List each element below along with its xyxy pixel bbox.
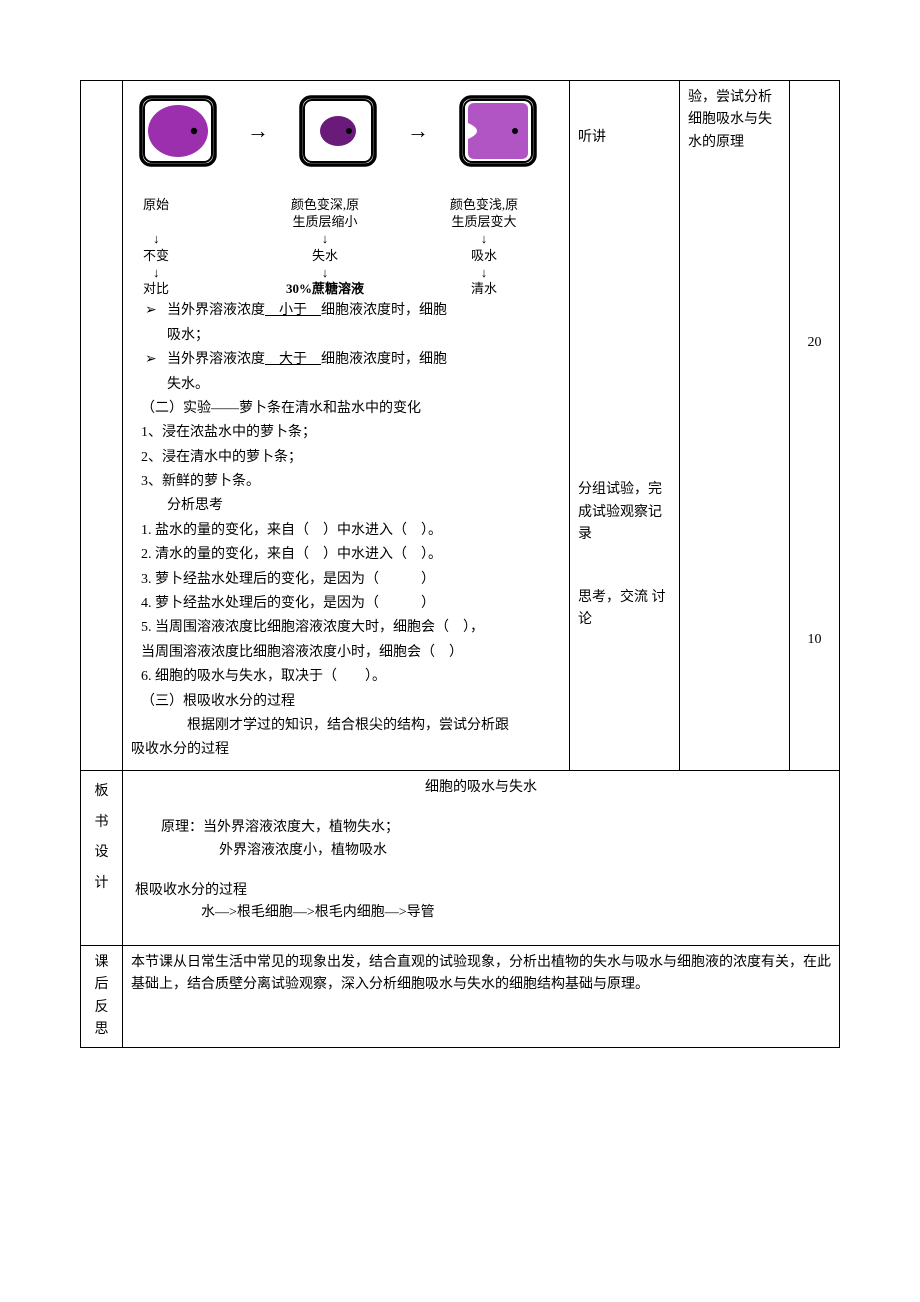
think-3: 3. 萝卜经盐水处理后的变化，是因为（ ） — [131, 569, 561, 591]
b1-text-a: 当外界溶液浓度 — [167, 303, 265, 318]
reflection-row: 课 后 反 思 本节课从日常生活中常见的现象出发，结合直观的试验现象，分析出植物… — [81, 945, 840, 1048]
label-char: 后 — [89, 974, 114, 996]
b1-text-b: 细胞液浓度时，细胞 — [321, 303, 447, 318]
flow-c2a: 失水 — [312, 248, 338, 263]
flow-c2b: 30%蔗糖溶液 — [286, 281, 364, 296]
row1-label-cell — [81, 81, 123, 771]
down-arrow-icon: ↓ — [143, 231, 243, 248]
principle-bullet-2: ➢ 当外界溶液浓度 大于 细胞液浓度时，细胞 — [131, 349, 561, 371]
flow-labels-b: 对比 30%蔗糖溶液 清水 — [137, 281, 561, 298]
think-title: 分析思考 — [131, 495, 561, 517]
flow-labels-a: 不变 失水 吸水 — [137, 248, 561, 265]
student-activity-cell: 听讲 分组试验，完成试验观察记录 思考，交流 讨论 — [570, 81, 680, 771]
cell-expanded — [457, 93, 539, 169]
b1-cont: 吸水； — [131, 325, 561, 347]
flow-c3a: 吸水 — [471, 248, 497, 263]
label-char: 计 — [89, 869, 114, 900]
student-a: 听讲 — [578, 127, 671, 149]
reflection-content-cell: 本节课从日常生活中常见的现象出发，结合直观的试验现象，分析出植物的失水与吸水与细… — [123, 945, 840, 1048]
board-label-cell: 板 书 设 计 — [81, 770, 123, 945]
section3-body2: 吸收水分的过程 — [131, 739, 561, 761]
section3-body: 根据刚才学过的知识，结合根尖的结构，尝试分析跟 — [131, 715, 561, 737]
b2-text-a: 当外界溶液浓度 — [167, 352, 265, 367]
label-char: 设 — [89, 838, 114, 869]
board-p1: 原理：当外界溶液浓度大，植物失水； — [131, 817, 831, 839]
principle-bullet-1: ➢ 当外界溶液浓度 小于 细胞液浓度时，细胞 — [131, 300, 561, 322]
cell-diagram: → → — [137, 93, 561, 169]
board-design-row: 板 书 设 计 细胞的吸水与失水 原理：当外界溶液浓度大，植物失水； 外界溶液浓… — [81, 770, 840, 945]
think-5: 5. 当周围溶液浓度比细胞溶液浓度大时，细胞会（ ）， — [131, 617, 561, 639]
flow-arrows-2: ↓ ↓ ↓ — [137, 265, 561, 282]
board-title: 细胞的吸水与失水 — [131, 777, 831, 799]
flow-c1a: 不变 — [143, 248, 169, 263]
label-shrink-1: 颜色变深,原 — [291, 197, 359, 212]
section3-title: （三）根吸收水分的过程 — [131, 691, 561, 713]
teaching-content-cell: → → 原始 — [123, 81, 570, 771]
b1-underline: 小于 — [265, 303, 321, 318]
down-arrow-icon: ↓ — [243, 231, 407, 248]
experiment-item-2: 2、浸在清水中的萝卜条； — [131, 447, 561, 469]
think-5b: 当周围溶液浓度比细胞溶液浓度小时，细胞会（ ） — [131, 642, 561, 664]
flow-arrows-1: ↓ ↓ ↓ — [137, 231, 561, 248]
bullet-icon: ➢ — [145, 300, 157, 322]
down-arrow-icon: ↓ — [407, 265, 561, 282]
down-arrow-icon: ↓ — [143, 265, 243, 282]
reflection-body: 本节课从日常生活中常见的现象出发，结合直观的试验现象，分析出植物的失水与吸水与细… — [131, 952, 831, 997]
intent-text: 验，尝试分析细胞吸水与失水的原理 — [688, 87, 781, 154]
board-p3: 根吸收水分的过程 — [131, 880, 831, 902]
cell-original — [137, 93, 219, 169]
lesson-plan-table: → → 原始 — [80, 80, 840, 1048]
label-char: 思 — [89, 1019, 114, 1041]
label-expand-2: 生质层变大 — [451, 214, 516, 229]
think-2: 2. 清水的量的变化，来自（ ）中水进入（ ）。 — [131, 544, 561, 566]
teaching-process-row: → → 原始 — [81, 81, 840, 771]
label-char: 课 — [89, 952, 114, 974]
label-original: 原始 — [143, 197, 169, 212]
label-char: 板 — [89, 777, 114, 808]
time-cell: 20 10 — [790, 81, 840, 771]
flow-c1b: 对比 — [143, 281, 169, 296]
label-expand-1: 颜色变浅,原 — [450, 197, 518, 212]
experiment-item-3: 3、新鲜的萝卜条。 — [131, 471, 561, 493]
b2-text-b: 细胞液浓度时，细胞 — [321, 352, 447, 367]
student-b: 分组试验，完成试验观察记录 — [578, 479, 671, 546]
board-p2: 外界溶液浓度小，植物吸水 — [131, 840, 831, 862]
time-b: 10 — [798, 629, 831, 651]
down-arrow-icon: ↓ — [243, 265, 407, 282]
experiment-title: （二）实验——萝卜条在清水和盐水中的变化 — [131, 398, 561, 420]
reflection-label-cell: 课 后 反 思 — [81, 945, 123, 1048]
student-c: 思考，交流 讨论 — [578, 587, 671, 632]
board-content-cell: 细胞的吸水与失水 原理：当外界溶液浓度大，植物失水； 外界溶液浓度小，植物吸水 … — [123, 770, 840, 945]
think-1: 1. 盐水的量的变化，来自（ ）中水进入（ ）。 — [131, 520, 561, 542]
board-p4: 水—>根毛细胞—>根毛内细胞—>导管 — [131, 902, 831, 924]
down-arrow-icon: ↓ — [407, 231, 561, 248]
time-a: 20 — [798, 332, 831, 354]
b2-cont: 失水。 — [131, 374, 561, 396]
experiment-item-1: 1、浸在浓盐水中的萝卜条； — [131, 422, 561, 444]
think-6: 6. 细胞的吸水与失水，取决于（ ）。 — [131, 666, 561, 688]
bullet-icon: ➢ — [145, 349, 157, 371]
b2-underline: 大于 — [265, 352, 321, 367]
label-shrink-2: 生质层缩小 — [293, 214, 358, 229]
think-4: 4. 萝卜经盐水处理后的变化，是因为（ ） — [131, 593, 561, 615]
design-intent-cell: 验，尝试分析细胞吸水与失水的原理 — [680, 81, 790, 771]
diagram-labels: 原始 颜色变深,原 生质层缩小 颜色变浅,原 生质层变大 — [137, 197, 561, 231]
arrow-icon: → — [247, 113, 269, 148]
cell-shrunk — [297, 93, 379, 169]
label-char: 书 — [89, 808, 114, 839]
arrow-icon: → — [407, 113, 429, 148]
label-char: 反 — [89, 997, 114, 1019]
flow-c3b: 清水 — [471, 281, 497, 296]
